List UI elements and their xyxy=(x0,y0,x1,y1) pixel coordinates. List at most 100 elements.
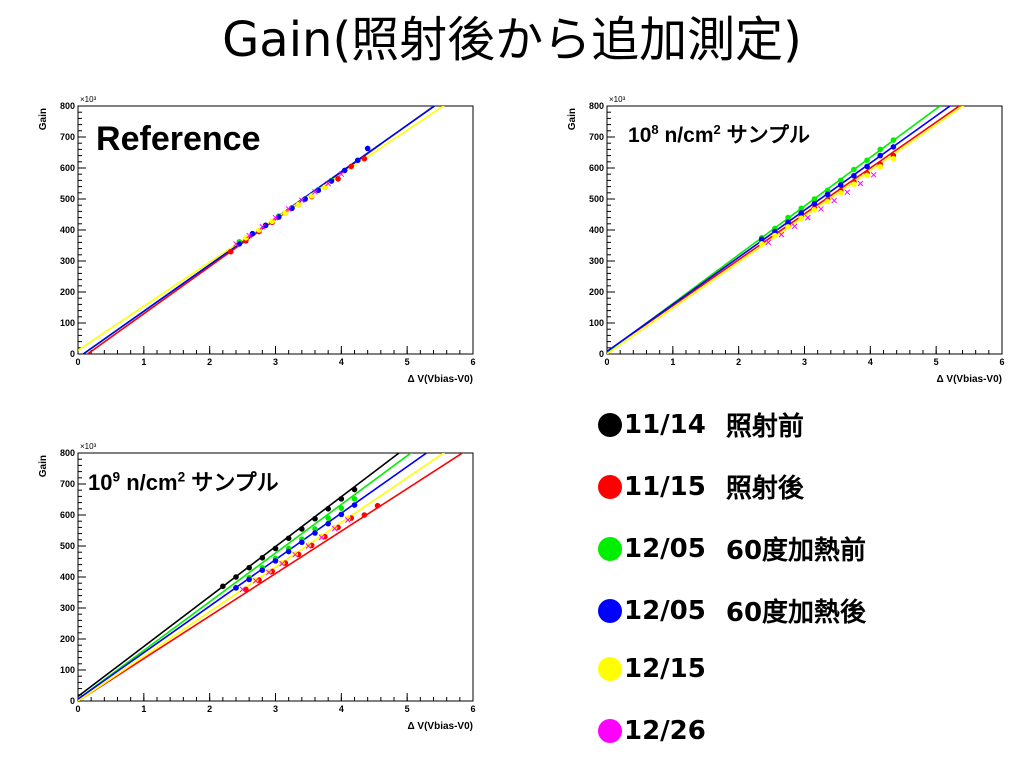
plot-area xyxy=(78,106,445,354)
data-point-series-1 xyxy=(361,512,368,518)
legend-label: 60度加熱前 xyxy=(725,536,867,566)
data-point-series-5-stroke xyxy=(818,206,824,212)
legend-label: 照射前 xyxy=(725,412,804,442)
data-point-series-5-stroke xyxy=(338,171,345,178)
plot-area xyxy=(607,106,965,354)
y-tick-label: 200 xyxy=(589,287,604,297)
x-tick-label: 1 xyxy=(141,704,146,714)
1e8-sample-annotation: 108 n/cm2 サンプル xyxy=(628,122,810,147)
y-multiplier-label: ×10³ xyxy=(80,442,97,451)
x-tick-label: 2 xyxy=(736,357,741,367)
data-point-series-2 xyxy=(890,137,897,143)
data-point-series-2 xyxy=(837,177,844,184)
data-point-series-5-stroke xyxy=(305,543,312,549)
fit-line-series-1 xyxy=(607,106,961,353)
legend-date: 12/05 xyxy=(624,595,706,626)
legend-marker xyxy=(598,657,622,681)
y-axis-label: Gain xyxy=(567,108,578,130)
data-point-series-4 xyxy=(266,568,272,575)
legend-label: 照射後 xyxy=(725,474,804,504)
data-point-series-2 xyxy=(338,505,345,511)
x-tick-label: 6 xyxy=(470,704,475,714)
legend-item: 12/05 60度加熱後 xyxy=(598,592,866,629)
data-point-series-5-stroke xyxy=(804,214,811,221)
data-point-series-4 xyxy=(305,542,312,548)
y-tick-label: 400 xyxy=(60,225,75,235)
data-point-series-4 xyxy=(837,190,844,196)
data-point-series-5-stroke xyxy=(325,180,332,187)
data-point-series-0 xyxy=(285,535,292,542)
data-point-series-3 xyxy=(364,145,371,152)
data-point-series-1 xyxy=(374,502,381,509)
data-point-series-4 xyxy=(798,215,805,222)
y-tick-label: 100 xyxy=(60,318,75,328)
y-tick-label: 800 xyxy=(60,101,75,111)
x-tick-label: 5 xyxy=(405,704,410,714)
data-point-series-2 xyxy=(877,146,884,153)
y-tick-label: 700 xyxy=(60,479,75,489)
data-point-series-5-stroke xyxy=(272,214,279,221)
legend-item: 12/15 xyxy=(598,654,706,684)
x-tick-label: 2 xyxy=(207,704,212,714)
legend-date: 11/14 xyxy=(624,409,706,440)
data-point-series-3 xyxy=(312,530,318,536)
data-point-series-2 xyxy=(824,187,831,194)
y-tick-label: 0 xyxy=(70,349,75,359)
y-multiplier-label: ×10³ xyxy=(609,95,626,104)
fit-line-series-3 xyxy=(607,106,952,353)
x-tick-label: 0 xyxy=(604,357,609,367)
legend-date: 12/15 xyxy=(624,654,706,684)
data-point-series-4 xyxy=(318,533,325,539)
data-point-series-5-stroke xyxy=(318,534,325,541)
data-point-series-2 xyxy=(351,496,358,502)
data-point-series-2 xyxy=(325,515,331,521)
data-point-series-4 xyxy=(243,234,249,241)
data-point-series-5-stroke xyxy=(298,197,305,204)
y-tick-label: 800 xyxy=(60,448,75,458)
x-tick-label: 1 xyxy=(141,357,146,367)
y-tick-label: 300 xyxy=(60,256,75,266)
data-point-series-5-stroke xyxy=(279,560,285,567)
data-point-series-5-stroke xyxy=(246,232,253,239)
data-point-series-5-stroke xyxy=(252,577,259,584)
data-point-series-3 xyxy=(285,548,292,555)
legend-date: 12/26 xyxy=(624,716,706,746)
y-tick-label: 300 xyxy=(60,603,75,613)
data-point-series-3 xyxy=(785,219,791,226)
legend-label: 60度加熱後 xyxy=(725,598,867,628)
data-point-series-4 xyxy=(772,232,778,239)
x-tick-label: 4 xyxy=(339,357,344,367)
y-tick-label: 600 xyxy=(589,163,604,173)
data-point-series-0 xyxy=(325,506,331,512)
x-tick-label: 3 xyxy=(273,704,278,714)
data-point-series-4 xyxy=(877,163,884,170)
legend-date: 11/15 xyxy=(624,471,706,502)
data-point-series-3 xyxy=(798,210,805,216)
y-tick-label: 800 xyxy=(589,101,604,111)
data-point-series-5-stroke xyxy=(765,239,772,246)
y-multiplier-label: ×10³ xyxy=(80,95,97,104)
data-point-series-5-stroke xyxy=(233,241,239,247)
fit-line-series-4 xyxy=(607,106,965,354)
data-point-series-3 xyxy=(246,576,252,583)
data-point-series-3 xyxy=(259,567,266,573)
data-point-series-3 xyxy=(890,144,897,150)
y-tick-label: 600 xyxy=(60,163,75,173)
y-tick-label: 500 xyxy=(60,194,75,204)
reference-plot: 0 1 2 3 4 5 6 0 100 200 300 400 500 600 700 800 ×10³ Gain… xyxy=(20,88,490,388)
x-tick-label: 4 xyxy=(868,357,873,367)
x-axis-label: Δ V(Vbias-V0) xyxy=(407,721,473,732)
data-point-series-4 xyxy=(308,193,315,199)
data-point-series-3 xyxy=(877,152,884,159)
data-point-series-2 xyxy=(851,166,857,173)
legend-item: 11/15 照射後 xyxy=(598,468,804,505)
y-tick-label: 200 xyxy=(60,287,75,297)
x-tick-label: 3 xyxy=(802,357,807,367)
x-tick-label: 1 xyxy=(670,357,675,367)
data-point-series-4 xyxy=(331,524,338,531)
data-point-series-5-stroke xyxy=(345,517,351,523)
data-point-series-4 xyxy=(851,181,857,187)
legend-marker xyxy=(598,536,622,561)
y-tick-label: 500 xyxy=(589,194,604,204)
data-point-series-4 xyxy=(295,201,302,208)
